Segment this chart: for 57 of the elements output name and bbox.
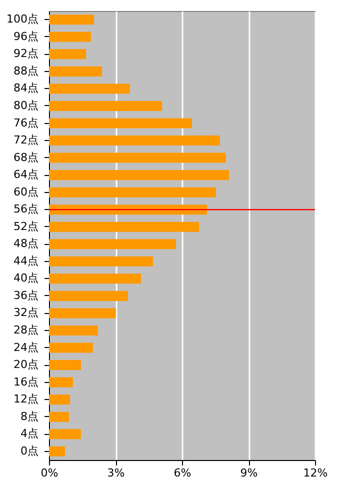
bar [49, 342, 93, 353]
y-tick-label: 40点 [14, 272, 38, 285]
bar [49, 446, 65, 456]
y-tick-label: 76点 [14, 116, 38, 130]
bar [49, 290, 128, 301]
y-tick-label: 4点 [20, 427, 38, 440]
bar [49, 204, 208, 215]
bar [49, 429, 81, 440]
bar [49, 412, 69, 422]
y-tick-label: 100点 [6, 12, 38, 26]
bar [49, 187, 216, 198]
bar [49, 394, 70, 405]
bar [49, 325, 98, 336]
bar [49, 360, 81, 370]
x-tick-label: 0% [40, 466, 58, 480]
y-tick-label: 16点 [14, 375, 38, 388]
bar [49, 66, 102, 76]
y-tick-label: 56点 [14, 202, 38, 216]
bar [49, 100, 162, 111]
x-tick-label: 9% [240, 466, 258, 480]
x-tick-label: 6% [174, 466, 192, 480]
y-tick-label: 64点 [14, 168, 38, 182]
bar [49, 49, 86, 60]
bar [49, 118, 192, 128]
bar [49, 239, 176, 250]
bar [49, 136, 220, 146]
x-tick-label: 3% [107, 466, 125, 480]
y-tick-label: 36点 [14, 288, 38, 302]
bar [49, 152, 226, 163]
bar [49, 274, 141, 284]
bar [49, 222, 200, 232]
y-tick-label: 52点 [14, 220, 38, 233]
y-tick-label: 48点 [14, 237, 38, 250]
y-tick-label: 84点 [14, 82, 38, 95]
y-tick-label: 8点 [20, 410, 38, 423]
y-tick-label: 68点 [14, 150, 38, 164]
y-tick-label: 92点 [14, 47, 38, 60]
bar [49, 32, 91, 42]
y-tick-label: 88点 [14, 64, 38, 78]
bar [49, 14, 94, 25]
y-tick-label: 96点 [14, 30, 38, 43]
y-tick-label: 0点 [20, 444, 38, 458]
y-tick-label: 60点 [14, 185, 38, 198]
y-tick-label: 20点 [14, 358, 38, 372]
x-tick-label: 12% [303, 466, 328, 480]
bar [49, 170, 229, 180]
y-tick-label: 44点 [14, 254, 38, 268]
y-tick-label: 72点 [14, 134, 38, 147]
bar [49, 308, 116, 318]
y-tick-label: 28点 [14, 323, 38, 336]
bar [49, 377, 73, 388]
y-tick-label: 12点 [14, 392, 38, 406]
y-tick-label: 80点 [14, 98, 38, 112]
bar [49, 256, 153, 266]
y-tick-label: 32点 [14, 306, 38, 320]
bar [49, 84, 130, 94]
y-tick-label: 24点 [14, 340, 38, 354]
